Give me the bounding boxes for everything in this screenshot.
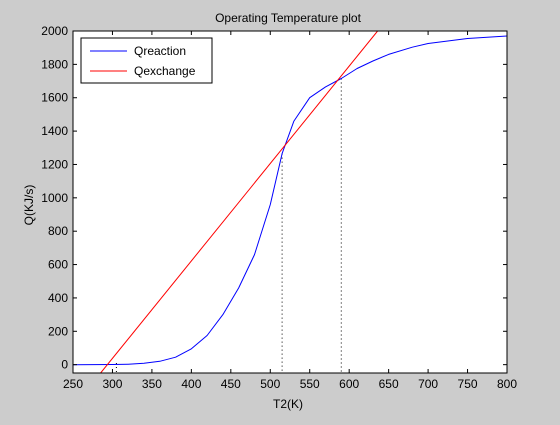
y-tick-label: 1200 (41, 157, 68, 171)
y-tick-label: 1400 (41, 124, 68, 138)
x-tick-label: 500 (260, 377, 280, 391)
x-tick-label: 700 (418, 377, 438, 391)
x-tick-label: 450 (221, 377, 241, 391)
reference-lines (115, 78, 342, 373)
y-tick-label: 1600 (41, 91, 68, 105)
legend: Qreaction Qexchange (80, 37, 213, 84)
x-tick-label: 400 (181, 377, 201, 391)
x-tick-label: 650 (379, 377, 399, 391)
x-tick-label: 550 (300, 377, 320, 391)
x-tick-label: 350 (142, 377, 162, 391)
x-tick-label: 750 (458, 377, 478, 391)
plot-frame (72, 30, 508, 374)
y-tick-label: 2000 (41, 24, 68, 38)
y-tick-label: 800 (48, 224, 68, 238)
legend-label-qexchange: Qexchange (134, 64, 196, 78)
series-lines (73, 31, 507, 373)
chart-title: Operating Temperature plot (215, 11, 362, 25)
legend-label-qreaction: Qreaction (134, 44, 186, 58)
plot-area (73, 31, 507, 373)
x-axis-label: T2(K) (273, 397, 303, 411)
x-tick-label: 300 (102, 377, 122, 391)
y-tick-label: 1000 (41, 191, 68, 205)
y-tick-label: 0 (61, 358, 68, 372)
legend-box (80, 37, 213, 84)
y-axis-label: Q(KJ/s) (22, 185, 36, 226)
series-line-qexchange (100, 31, 378, 373)
x-tick-label: 800 (497, 377, 517, 391)
x-tick-label: 250 (63, 377, 83, 391)
x-tick-label: 600 (339, 377, 359, 391)
y-tick-label: 1800 (41, 57, 68, 71)
series-line-qreaction (73, 35, 507, 366)
axis-ticks: 250 300 350 400 450 500 550 600 650 700 750 800 0 200… (41, 24, 517, 391)
y-tick-label: 400 (48, 291, 68, 305)
y-tick-label: 600 (48, 258, 68, 272)
y-tick-label: 200 (48, 324, 68, 338)
